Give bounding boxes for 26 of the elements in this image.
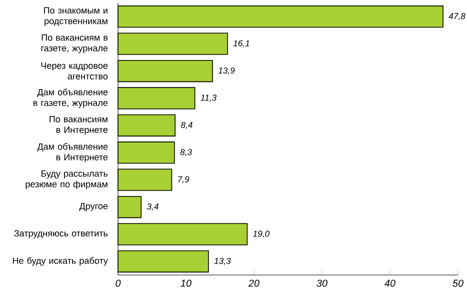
y-tick-label: По вакансиям в Интернете (50, 116, 108, 135)
x-tick-label: 20 (248, 280, 260, 287)
x-tick-label: 10 (180, 280, 192, 287)
data-label: 11,3 (200, 94, 217, 102)
y-tick-label: По вакансиям в газете, журнале (41, 34, 108, 54)
y-tick-label: Дам объявление в Интернете (37, 143, 108, 162)
y-tick-label: По знакомым и родственникам (44, 7, 108, 26)
y-tick-label: Не буду искать работу (12, 257, 108, 266)
data-label: 16,1 (233, 40, 250, 48)
y-tick-label: Через кадровое агентство (41, 62, 108, 80)
data-label: 13,9 (218, 67, 235, 75)
data-label: 8,4 (180, 122, 192, 129)
data-label: 19,0 (253, 230, 270, 238)
data-label: 13,3 (214, 258, 231, 265)
y-tick-label: Дам объявление в газете, журнале (34, 88, 108, 108)
x-tick-label: 40 (384, 280, 396, 287)
data-label: 47,8 (448, 13, 466, 20)
y-tick-label: Затрудняюсь ответить (14, 230, 108, 238)
x-tick-label: 30 (316, 280, 328, 287)
data-label: 3,4 (146, 203, 158, 211)
y-tick-label: Буду рассылать резюме по фирмам (26, 170, 108, 190)
data-label: 7,9 (178, 176, 190, 184)
y-tick-label: Другое (79, 202, 108, 212)
x-tick-label: 0 (116, 280, 121, 287)
data-label: 8,3 (180, 149, 192, 156)
x-tick-label: 50 (452, 280, 464, 287)
